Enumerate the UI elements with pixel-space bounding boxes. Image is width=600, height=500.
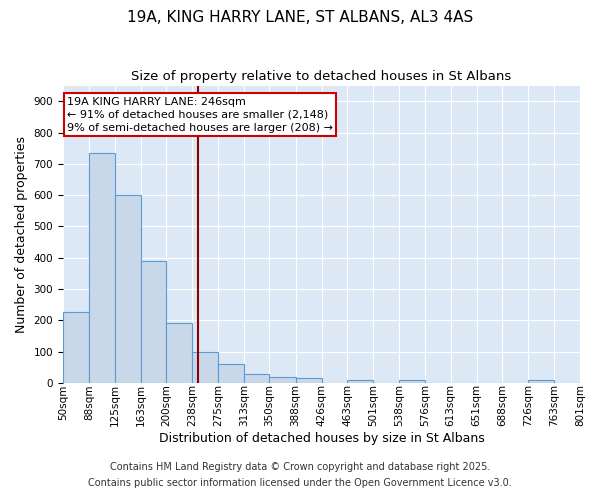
Bar <box>89 153 115 383</box>
Text: 19A, KING HARRY LANE, ST ALBANS, AL3 4AS: 19A, KING HARRY LANE, ST ALBANS, AL3 4AS <box>127 10 473 25</box>
Bar <box>296 378 322 383</box>
Bar <box>347 380 373 383</box>
Bar <box>63 312 89 383</box>
Title: Size of property relative to detached houses in St Albans: Size of property relative to detached ho… <box>131 70 512 83</box>
Text: Contains HM Land Registry data © Crown copyright and database right 2025.: Contains HM Land Registry data © Crown c… <box>110 462 490 472</box>
Y-axis label: Number of detached properties: Number of detached properties <box>15 136 28 332</box>
Bar <box>244 374 269 383</box>
Bar <box>399 380 425 383</box>
Bar <box>218 364 244 383</box>
Bar <box>166 324 193 383</box>
Bar <box>529 380 554 383</box>
Text: Contains public sector information licensed under the Open Government Licence v3: Contains public sector information licen… <box>88 478 512 488</box>
Bar <box>141 261 166 383</box>
Bar <box>269 376 296 383</box>
Bar <box>193 352 218 383</box>
Bar <box>115 195 141 383</box>
Text: 19A KING HARRY LANE: 246sqm
← 91% of detached houses are smaller (2,148)
9% of s: 19A KING HARRY LANE: 246sqm ← 91% of det… <box>67 96 333 133</box>
X-axis label: Distribution of detached houses by size in St Albans: Distribution of detached houses by size … <box>158 432 484 445</box>
